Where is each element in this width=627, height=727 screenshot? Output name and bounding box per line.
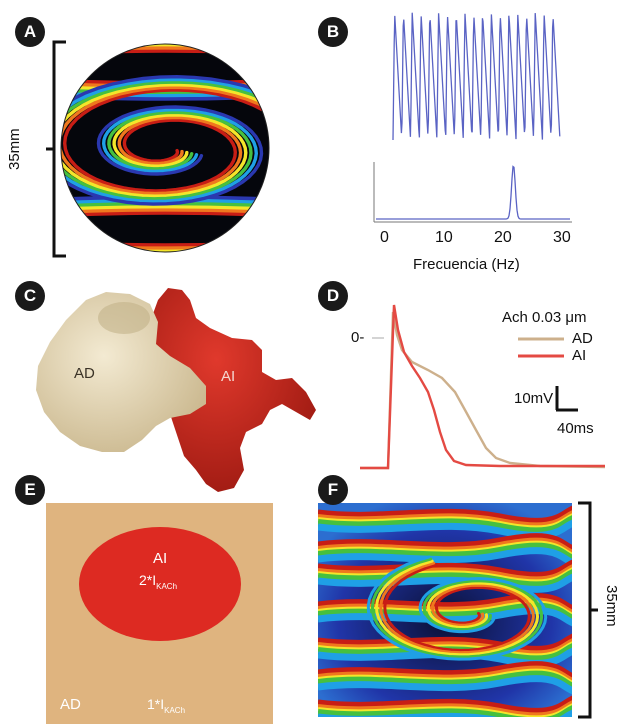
scale-voltage-label: 10mV [514,390,554,407]
oscillation-trace [392,12,561,141]
label-ai-current: 2*IKACh [139,572,178,591]
scale-bracket-a [46,40,66,258]
right-atrium-shape [36,292,206,452]
spectrum-plot-b [373,162,572,223]
panel-badge-d: D [318,281,348,311]
label-ai-region: AI [153,550,168,567]
wave-bands-f [318,505,572,717]
left-atrium-shape [150,288,316,492]
tick-label-0: 0 [380,229,389,246]
spectrum-xlabel: Frecuencia (Hz) [413,256,520,273]
label-ad-3d: AD [74,365,95,382]
scale-bar-d [555,386,578,412]
voltage-trace-b [392,12,561,141]
ai-region [79,527,241,641]
action-potential-plot-d [360,304,606,470]
label-ad-current-sub: KACh [164,705,186,715]
panel-badge-f: F [318,475,348,505]
label-ad-current: 1*IKACh [147,696,186,715]
ad-action-potential [360,311,606,470]
tick-label-30: 30 [553,229,571,246]
legend-label-ad: AD [572,330,593,347]
label-ai-3d: AI [221,368,236,385]
spiral-wave-map-f [318,503,572,717]
scale-label-a: 35mm [6,128,23,170]
tick-label-10: 10 [435,229,453,246]
zero-label: 0- [351,329,365,346]
panel-badge-a: A [15,17,45,47]
spiral-wave-map-a [60,43,270,253]
panel-badge-c: C [15,281,45,311]
legend-label-ai: AI [572,347,587,364]
atria-3d-model-c [36,288,316,492]
panel-badge-b: B [318,17,348,47]
legend-title: Ach 0.03 μm [502,309,587,326]
label-ad-region: AD [60,696,81,713]
panel-badge-e: E [15,475,45,505]
tissue-schematic-e [46,503,273,724]
scale-label-f: 35mm [603,585,620,627]
spectrum-curve [376,165,570,220]
label-ai-current-sub: KACh [156,581,178,591]
scale-time-label: 40ms [557,420,594,437]
ai-action-potential [360,304,605,470]
scale-bracket-f [578,501,598,719]
tick-label-20: 20 [494,229,512,246]
